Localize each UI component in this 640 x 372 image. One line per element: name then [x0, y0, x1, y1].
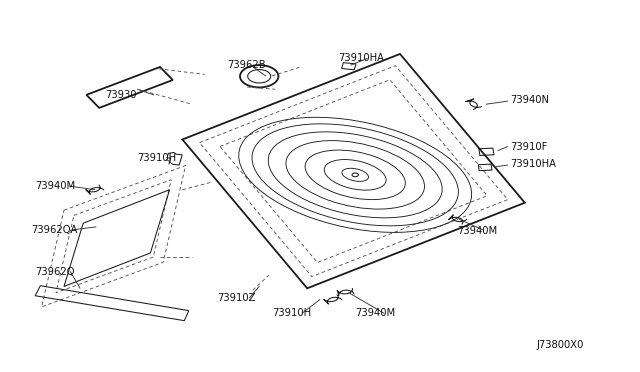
- Text: 73910Z: 73910Z: [218, 293, 256, 302]
- Text: 73930: 73930: [106, 90, 137, 100]
- Text: 73910HA: 73910HA: [510, 160, 556, 169]
- Text: 73940M: 73940M: [355, 308, 396, 318]
- Text: 73962B: 73962B: [227, 60, 266, 70]
- Text: 73962Q: 73962Q: [35, 267, 75, 277]
- Text: 73962QA: 73962QA: [31, 225, 77, 235]
- Text: 73910HA: 73910HA: [338, 53, 384, 62]
- Text: 73940M: 73940M: [35, 181, 76, 191]
- Text: 73910H: 73910H: [272, 308, 311, 318]
- Text: 73910H: 73910H: [138, 154, 177, 163]
- Text: J73800X0: J73800X0: [536, 340, 584, 350]
- Text: 73910F: 73910F: [510, 142, 547, 151]
- Text: 73940M: 73940M: [458, 226, 498, 235]
- Text: 73940N: 73940N: [510, 96, 549, 105]
